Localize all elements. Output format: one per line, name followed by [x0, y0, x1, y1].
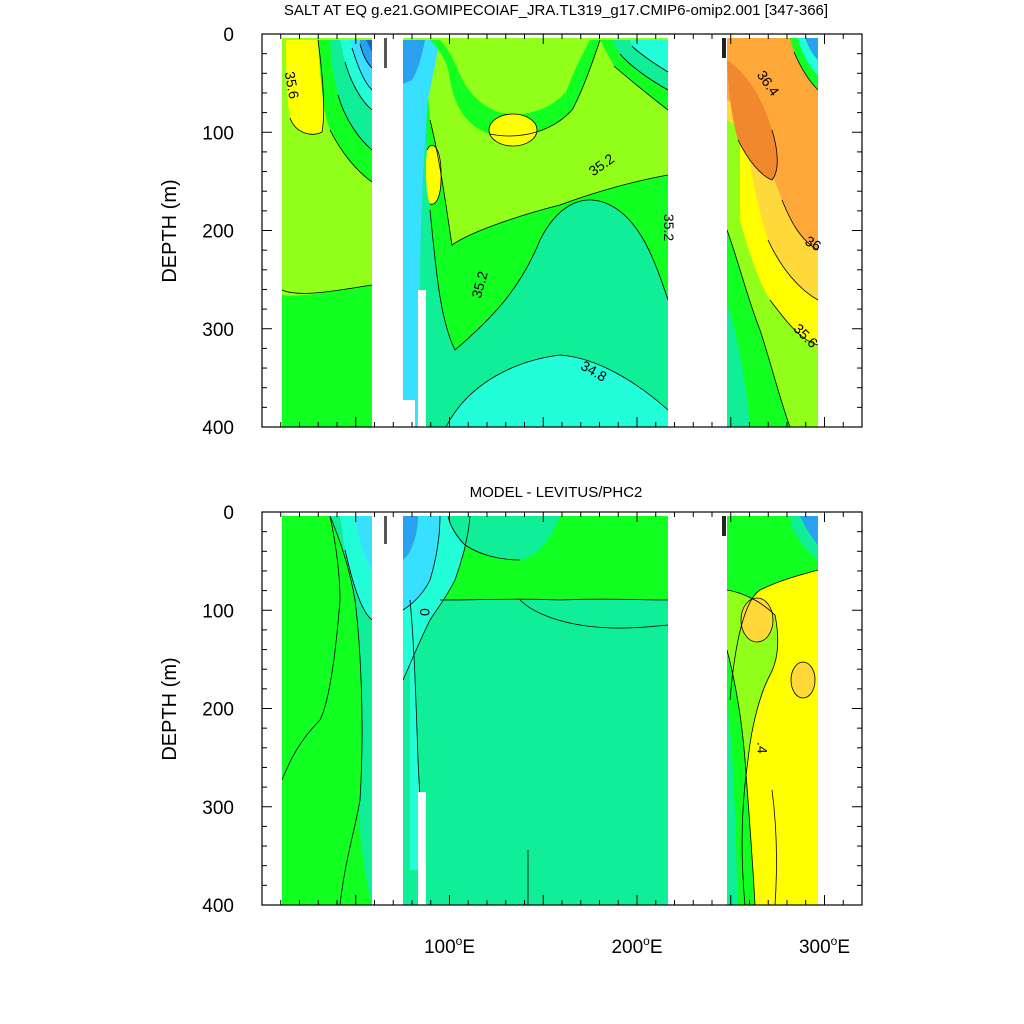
top-contour-field	[262, 34, 862, 427]
bottom-panel-title: MODEL - LEVITUS/PHC2	[470, 484, 643, 501]
bottom-y-tick-label: 200	[202, 700, 234, 721]
bottom-contour-field	[262, 512, 862, 905]
top-panel: SALT AT EQ g.e21.GOMIPECOIAF_JRA.TL319_g…	[159, 2, 863, 439]
top-y-tick-label: 300	[202, 320, 234, 341]
bottom-tick-marks	[261, 511, 863, 906]
bottom-y-tick-label: 300	[202, 798, 234, 819]
bottom-x-tick-label: 200oE	[611, 934, 662, 958]
bottom-x-tick-label: 100oE	[424, 934, 475, 958]
top-y-tick-label: 200	[202, 222, 234, 243]
bottom-x-tick-labels: 100oE 200oE 300oE	[424, 934, 850, 958]
top-contour-label: 35.2	[468, 269, 491, 300]
bottom-y-axis-label: DEPTH (m)	[159, 657, 181, 760]
top-tick-marks	[261, 33, 863, 428]
bottom-contour-label: .4	[755, 742, 771, 754]
top-panel-title: SALT AT EQ g.e21.GOMIPECOIAF_JRA.TL319_g…	[284, 2, 828, 19]
top-y-tick-label: 0	[223, 25, 234, 46]
top-y-axis-label: DEPTH (m)	[159, 179, 181, 282]
bottom-y-tick-label: 100	[202, 601, 234, 622]
bottom-y-tick-label: 400	[202, 896, 234, 917]
bottom-y-tick-labels: 0 100 200 300 400	[202, 503, 234, 917]
top-y-tick-label: 400	[202, 418, 234, 439]
top-contour-label: 35.6	[282, 70, 303, 100]
top-contour-label: 36	[803, 232, 825, 254]
bottom-contour-labels: 0.4	[417, 608, 771, 754]
top-contour-label: 35.2	[661, 214, 677, 241]
bottom-y-tick-label: 0	[223, 503, 234, 524]
bottom-x-tick-label: 300oE	[799, 934, 850, 958]
top-y-tick-label: 100	[202, 123, 234, 144]
bottom-panel: MODEL - LEVITUS/PHC2	[159, 484, 863, 958]
bottom-contour-label: 0	[417, 608, 433, 616]
top-y-tick-labels: 0 100 200 300 400	[202, 25, 234, 439]
